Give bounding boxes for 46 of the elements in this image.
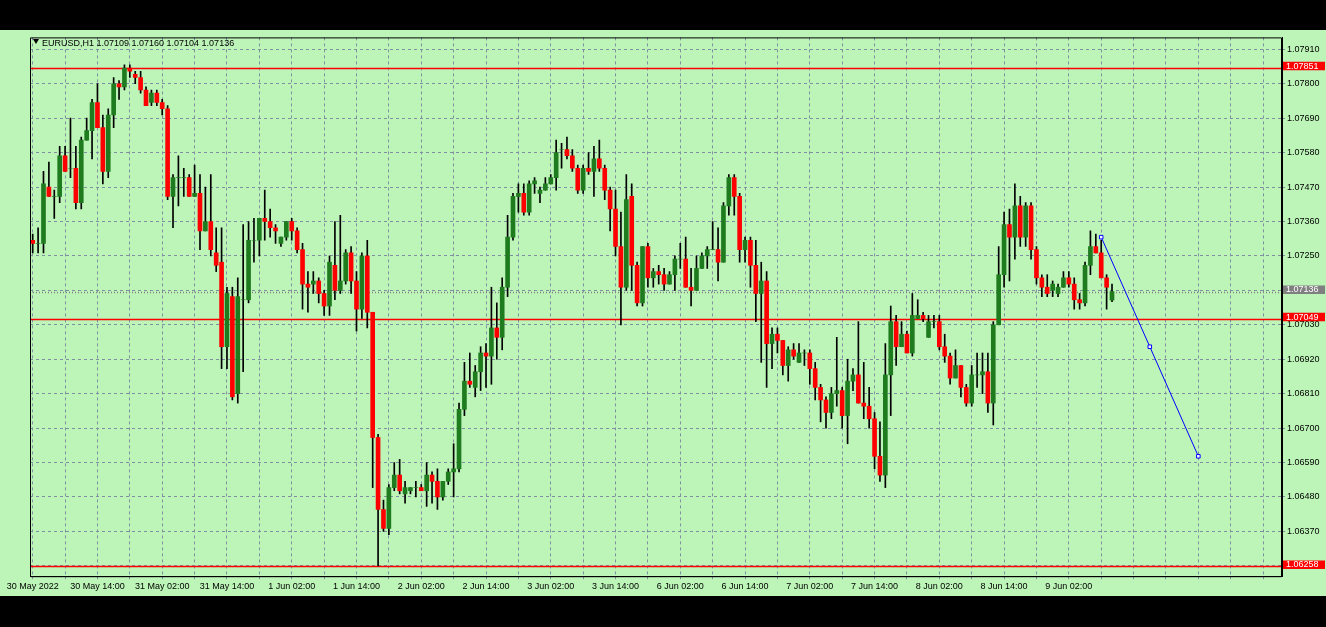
x-tick-label: 30 May 2022 [6,581,59,592]
ref-line-label: 1.07049 [1286,311,1319,322]
x-tick-label: 3 Jun 14:00 [592,581,640,592]
x-tick-label: 6 Jun 02:00 [656,581,704,592]
y-tick-label: 1.07690 [1287,112,1320,123]
y-tick-label: 1.07360 [1287,215,1320,226]
y-tick-label: 1.07030 [1287,319,1320,330]
candlestick [337,214,343,294]
x-tick-label: 8 Jun 02:00 [915,581,963,592]
candlestick [758,261,764,363]
x-tick-label: 2 Jun 02:00 [397,581,445,592]
x-tick-label: 3 Jun 02:00 [527,581,575,592]
y-tick-label: 1.06590 [1287,457,1320,468]
ref-line-label: 1.07851 [1286,60,1319,71]
x-tick-label: 7 Jun 14:00 [851,581,899,592]
x-tick-label: 1 Jun 14:00 [332,581,381,592]
y-tick-label: 1.07800 [1287,78,1320,89]
x-tick-label: 31 May 02:00 [134,581,190,592]
candlestick [656,264,662,285]
chart-title: EURUSD,H1 1.07109 1.07160 1.07104 1.07136 [42,37,235,48]
point [1098,234,1104,240]
x-tick-label: 8 Jun 14:00 [980,581,1028,592]
candlestick [861,362,867,420]
ref-line-label: 1.06258 [1286,559,1319,570]
y-tick-label: 1.07910 [1287,43,1320,54]
y-tick-label: 1.06370 [1287,525,1320,536]
y-tick-label: 1.06920 [1287,353,1320,364]
x-tick-label: 1 Jun 02:00 [268,581,316,592]
x-tick-label: 7 Jun 02:00 [786,581,834,592]
point [1147,344,1153,349]
y-tick-label: 1.07580 [1287,147,1320,158]
point [1196,454,1201,459]
x-tick-label: 6 Jun 14:00 [721,581,769,592]
candlestick [467,352,473,388]
ref-line-label: 1.07136 [1286,284,1319,295]
candlestick [262,189,268,241]
y-tick-label: 1.06810 [1287,388,1320,399]
y-tick-label: 1.06700 [1287,422,1320,433]
x-tick-label: 9 Jun 02:00 [1045,581,1093,592]
y-tick-label: 1.07470 [1287,181,1320,192]
x-tick-label: 31 May 14:00 [199,581,255,592]
x-tick-label: 2 Jun 14:00 [462,581,510,592]
y-tick-label: 1.07250 [1287,250,1320,261]
x-tick-label: 30 May 14:00 [70,581,125,592]
candlestick [715,227,721,282]
y-tick-label: 1.06480 [1287,491,1320,502]
